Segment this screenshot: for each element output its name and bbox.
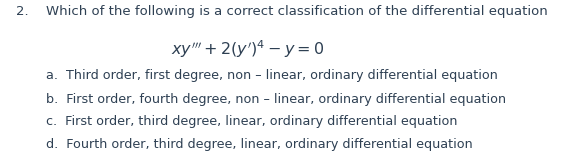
Text: 2.: 2. [16,5,29,18]
Text: $xy''' + 2(y')^{4} - y = 0$: $xy''' + 2(y')^{4} - y = 0$ [171,38,325,60]
Text: b.  First order, fourth degree, non – linear, ordinary differential equation: b. First order, fourth degree, non – lin… [46,93,506,106]
Text: Which of the following is a correct classification of the differential equation: Which of the following is a correct clas… [46,5,548,18]
Text: a.  Third order, first degree, non – linear, ordinary differential equation: a. Third order, first degree, non – line… [46,69,498,82]
Text: c.  First order, third degree, linear, ordinary differential equation: c. First order, third degree, linear, or… [46,115,457,128]
Text: d.  Fourth order, third degree, linear, ordinary differential equation: d. Fourth order, third degree, linear, o… [46,138,473,151]
